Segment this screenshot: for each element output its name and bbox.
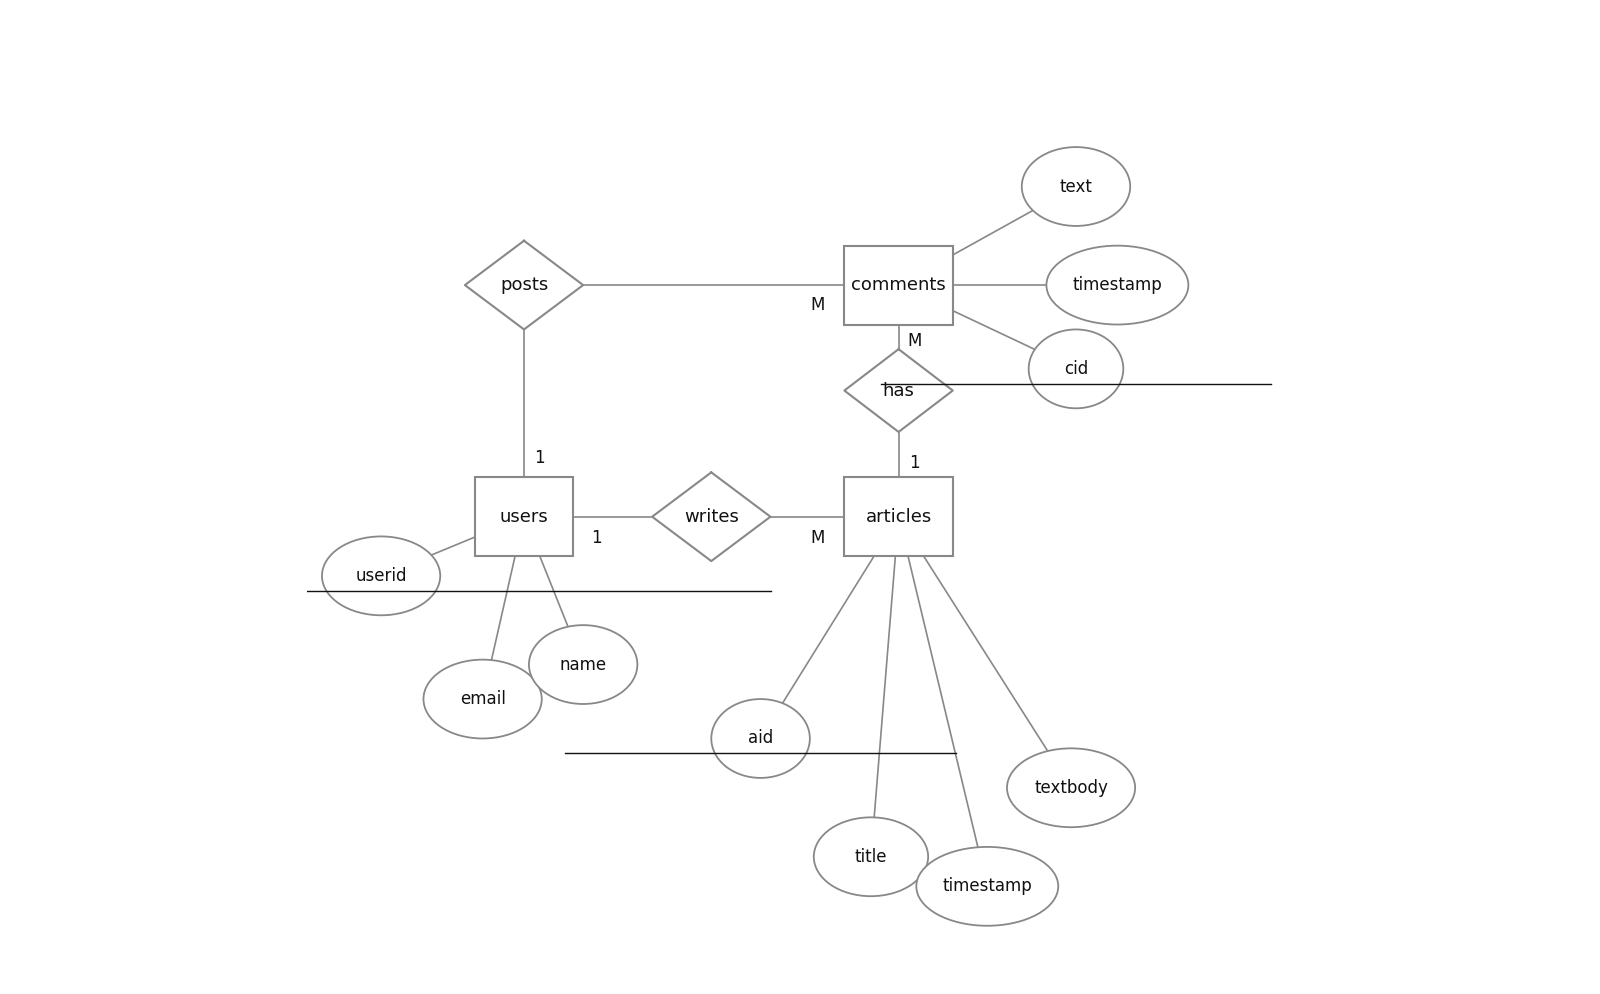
Text: users: users <box>499 508 549 526</box>
Ellipse shape <box>1022 147 1130 226</box>
Text: email: email <box>459 690 506 708</box>
Text: timestamp: timestamp <box>942 878 1032 896</box>
FancyBboxPatch shape <box>845 246 952 324</box>
Ellipse shape <box>530 625 637 704</box>
Text: M: M <box>811 530 826 548</box>
Text: has: has <box>883 382 915 400</box>
Text: comments: comments <box>851 276 946 294</box>
Text: M: M <box>907 332 922 350</box>
Ellipse shape <box>1006 748 1134 827</box>
Text: aid: aid <box>747 730 773 747</box>
Polygon shape <box>466 241 582 329</box>
Text: textbody: textbody <box>1034 778 1107 797</box>
FancyBboxPatch shape <box>845 477 952 556</box>
Text: cid: cid <box>1064 360 1088 378</box>
Text: 1: 1 <box>909 453 920 471</box>
Text: timestamp: timestamp <box>1072 276 1162 294</box>
Text: 1: 1 <box>590 530 602 548</box>
Text: userid: userid <box>355 567 406 584</box>
Text: 1: 1 <box>534 448 546 466</box>
Text: text: text <box>1059 178 1093 196</box>
Ellipse shape <box>917 847 1058 925</box>
Text: articles: articles <box>866 508 931 526</box>
Polygon shape <box>653 472 771 561</box>
Ellipse shape <box>1029 329 1123 409</box>
Text: M: M <box>811 296 826 314</box>
Text: title: title <box>854 848 888 866</box>
Text: writes: writes <box>683 508 739 526</box>
Ellipse shape <box>322 537 440 615</box>
Text: name: name <box>560 656 606 674</box>
Ellipse shape <box>424 660 542 739</box>
FancyBboxPatch shape <box>475 477 573 556</box>
Ellipse shape <box>814 817 928 897</box>
Polygon shape <box>845 349 952 432</box>
Text: posts: posts <box>499 276 549 294</box>
Ellipse shape <box>712 699 810 778</box>
Ellipse shape <box>1046 246 1189 324</box>
